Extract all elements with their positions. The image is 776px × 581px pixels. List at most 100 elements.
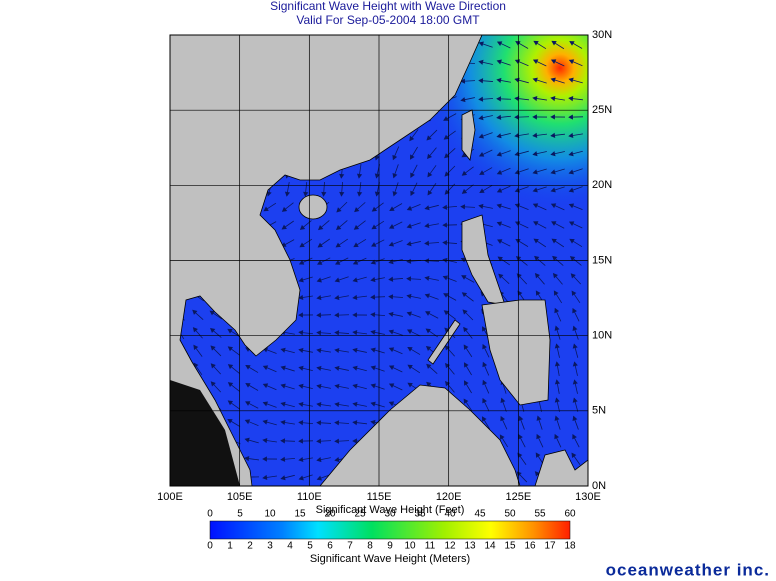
lon-label: 115E <box>367 491 392 503</box>
arrow-head <box>370 365 376 371</box>
arrow-head <box>280 419 286 426</box>
arrow-head <box>352 330 358 336</box>
arrow-head <box>553 290 559 296</box>
arrow-head <box>227 328 233 334</box>
arrow-head <box>334 457 340 463</box>
arrow-head <box>424 240 430 246</box>
arrow-head <box>569 256 576 262</box>
arrow-head <box>500 415 506 422</box>
arrow-head <box>552 273 558 279</box>
arrow-head <box>425 311 431 316</box>
arrow-head <box>317 242 323 248</box>
lat-label: 25N <box>592 104 612 116</box>
arrow-head <box>444 189 450 195</box>
arrow-head <box>444 153 450 159</box>
arrow-head <box>554 397 560 403</box>
arrow-head <box>550 187 556 193</box>
arrow-head <box>551 238 557 244</box>
arrow-head <box>461 275 467 280</box>
arrow-head <box>410 190 415 197</box>
arrow-head <box>532 151 538 157</box>
feet-tick-label: 20 <box>324 509 336 520</box>
land <box>170 35 588 486</box>
arrow-head <box>262 365 269 371</box>
arrow-head <box>532 59 539 65</box>
meters-title: Significant Wave Height (Meters) <box>310 553 470 565</box>
arrow-head <box>532 95 538 102</box>
arrow-head <box>336 225 342 231</box>
arrow-head <box>406 241 412 247</box>
meters-tick-label: 17 <box>544 541 556 552</box>
arrow-head <box>409 135 415 142</box>
arrow-head <box>407 382 413 388</box>
meters-tick-label: 14 <box>484 541 496 552</box>
meters-tick-label: 8 <box>367 541 373 552</box>
arrow-head <box>356 173 363 179</box>
arrow-head <box>262 437 268 444</box>
arrow-head <box>534 255 540 261</box>
lon-label: 125E <box>505 491 531 503</box>
arrow-head <box>533 221 539 226</box>
lon-label: 100E <box>157 491 183 503</box>
arrow-head <box>316 312 322 318</box>
arrow-head <box>370 312 376 318</box>
arrow-head <box>551 40 557 46</box>
arrow-head <box>262 419 268 425</box>
arrow-head <box>281 206 288 212</box>
arrow-head <box>388 365 395 371</box>
arrow-head <box>352 259 359 265</box>
arrow-head <box>262 401 268 407</box>
arrow-head <box>370 347 376 353</box>
arrow-head <box>461 170 468 176</box>
arrow-head <box>463 326 469 333</box>
arrow-head <box>280 365 286 371</box>
arrow-head <box>316 438 322 444</box>
arrow-head <box>463 362 469 368</box>
arrow-head <box>210 345 216 351</box>
arrow-head <box>266 191 272 197</box>
arrow-head <box>244 419 251 425</box>
arrow-head <box>406 276 412 282</box>
arrow-head <box>424 205 430 211</box>
arrow-head <box>334 401 340 408</box>
feet-tick-label: 35 <box>414 509 426 520</box>
arrow-head <box>427 153 433 160</box>
arrow-head <box>532 77 538 83</box>
lat-label: 15N <box>592 254 612 266</box>
arrow-head <box>352 277 358 283</box>
arrow-head <box>370 401 376 407</box>
arrow-head <box>335 260 341 265</box>
arrow-head <box>262 474 268 481</box>
arrow-head <box>445 380 451 387</box>
arrow-head <box>478 151 485 157</box>
arrow-head <box>550 95 556 102</box>
arrow-head <box>550 169 556 175</box>
arrow-head <box>334 347 340 354</box>
arrow-head <box>572 307 577 314</box>
meters-tick-label: 15 <box>504 541 516 552</box>
arrow-head <box>374 173 380 179</box>
arrow-head <box>569 41 575 46</box>
arrow-head <box>570 273 576 279</box>
arrow-head <box>572 343 578 349</box>
arrow-head <box>550 203 557 209</box>
arrow-head <box>298 294 304 301</box>
arrow-head <box>407 346 413 352</box>
arrow-head <box>442 222 447 228</box>
arrow-head <box>318 225 324 231</box>
arrow-head <box>482 397 487 404</box>
arrow-head <box>316 383 322 389</box>
arrow-head <box>353 242 359 248</box>
feet-tick-label: 15 <box>294 509 306 520</box>
arrow-head <box>496 41 503 47</box>
arrow-head <box>568 96 574 102</box>
arrow-head <box>425 328 431 334</box>
arrow-head <box>352 294 358 300</box>
feet-tick-label: 50 <box>504 509 516 520</box>
arrow-head <box>352 312 357 318</box>
lat-label: 5N <box>592 405 606 417</box>
arrow-head <box>281 224 287 230</box>
colorbar <box>209 520 571 540</box>
arrow-head <box>406 293 412 299</box>
